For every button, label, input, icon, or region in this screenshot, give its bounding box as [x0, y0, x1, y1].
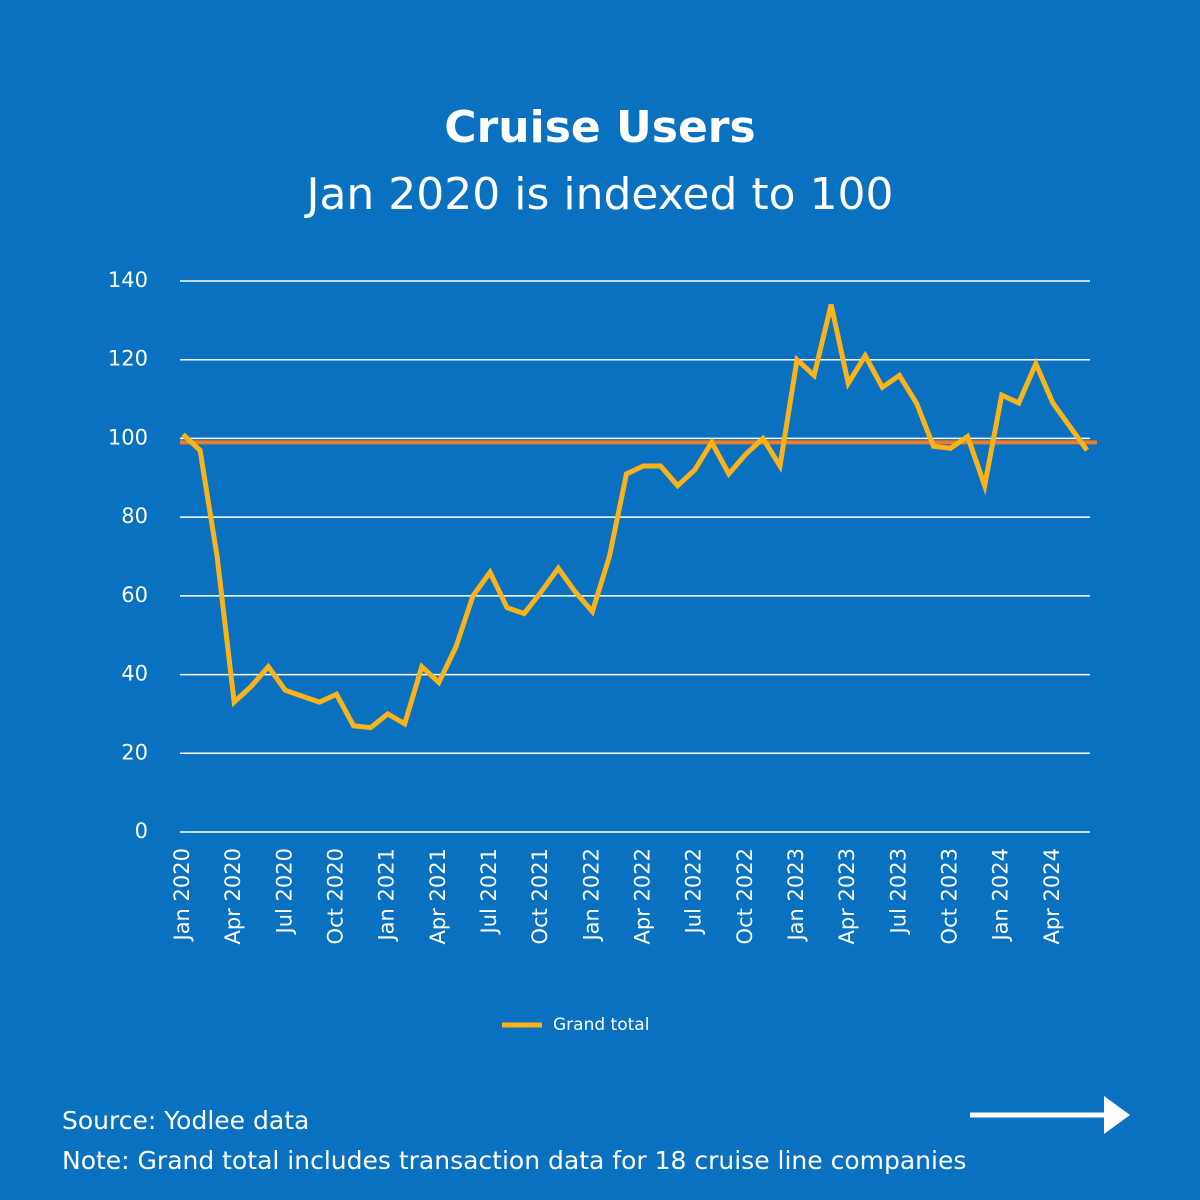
y-tick-label: 80	[121, 504, 148, 528]
y-tick-label: 0	[135, 819, 148, 843]
x-tick-label: Apr 2021	[426, 848, 450, 944]
y-tick-label: 60	[121, 583, 148, 607]
x-tick-label: Oct 2023	[938, 848, 962, 944]
x-tick-label: Jan 2024	[989, 848, 1013, 943]
y-tick-label: 40	[121, 662, 148, 686]
x-tick-label: Jul 2021	[477, 848, 501, 935]
legend-label: Grand total	[553, 1015, 649, 1035]
x-tick-label: Apr 2024	[1040, 848, 1064, 944]
x-tick-label: Jan 2020	[170, 848, 194, 943]
y-tick-label: 100	[108, 425, 148, 449]
y-tick-label: 140	[108, 268, 148, 292]
x-tick-label: Apr 2022	[631, 848, 655, 944]
x-tick-label: Apr 2023	[835, 848, 859, 944]
y-tick-label: 120	[108, 347, 148, 371]
x-tick-label: Jan 2023	[784, 848, 808, 943]
x-tick-label: Oct 2022	[733, 848, 757, 944]
x-tick-label: Oct 2021	[528, 848, 552, 944]
data-line	[181, 304, 1090, 731]
x-tick-label: Jul 2023	[886, 848, 910, 935]
x-tick-label: Jul 2020	[272, 848, 296, 935]
x-tick-label: Jul 2022	[682, 848, 706, 935]
arrow-head	[1104, 1096, 1130, 1134]
chart-title: Cruise Users	[444, 102, 755, 153]
note: Note: Grand total includes transaction d…	[62, 1146, 966, 1175]
x-tick-label: Jan 2021	[375, 848, 399, 943]
source: Source: Yodlee data	[62, 1106, 309, 1135]
y-tick-label: 20	[121, 740, 148, 764]
chart-subtitle: Jan 2020 is indexed to 100	[303, 169, 893, 220]
x-tick-label: Oct 2020	[324, 848, 348, 944]
x-tick-label: Jan 2022	[579, 848, 603, 943]
next-arrow[interactable]	[970, 1096, 1130, 1134]
x-tick-label: Apr 2020	[221, 848, 245, 944]
legend-item: Grand total	[502, 1015, 649, 1035]
